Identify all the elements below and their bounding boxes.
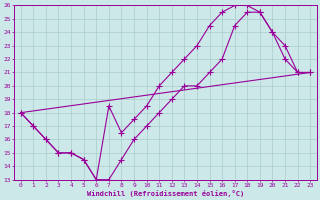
X-axis label: Windchill (Refroidissement éolien,°C): Windchill (Refroidissement éolien,°C) [87,190,244,197]
